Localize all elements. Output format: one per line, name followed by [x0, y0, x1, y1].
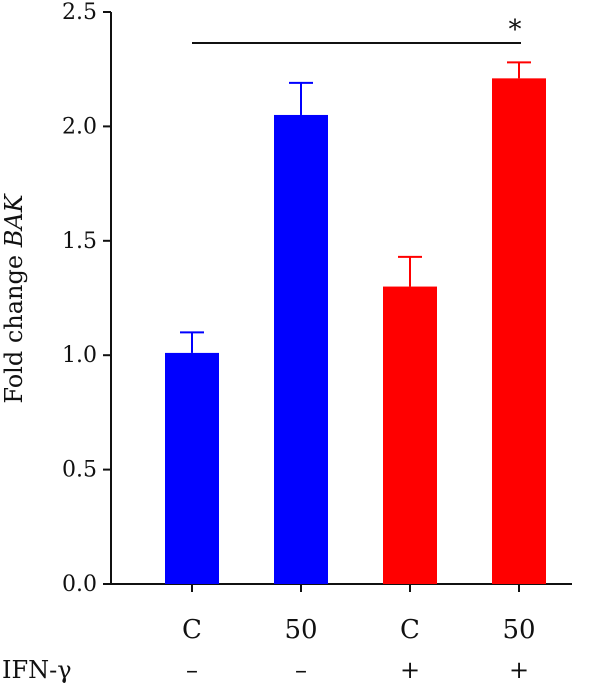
y-tick-label: 2.5	[62, 0, 97, 25]
y-tick-label: 2.0	[62, 114, 97, 139]
ifn-gamma-label: IFN-γ	[2, 656, 72, 684]
y-tick-label: 0.5	[62, 458, 97, 483]
bar	[274, 114, 328, 585]
category-labels: C 50 C 50	[182, 615, 536, 645]
y-axis-title-gene: BAK	[0, 192, 28, 248]
category-label: C	[182, 615, 202, 645]
category-label: 50	[502, 615, 535, 645]
significance-annotation: *	[192, 15, 522, 45]
y-axis-title-text: Fold change	[0, 247, 28, 403]
bars	[165, 78, 546, 585]
y-tick-label: 1.0	[62, 343, 97, 368]
category-label: 50	[284, 615, 317, 645]
error-bars	[180, 61, 531, 353]
category-label: C	[400, 615, 420, 645]
y-ticks: 0.0 0.5 1.0 1.5 2.0 2.5	[62, 0, 520, 597]
bar	[383, 286, 437, 584]
y-tick-label: 0.0	[62, 572, 97, 597]
bar	[492, 78, 546, 585]
ifn-gamma-value: +	[400, 656, 420, 684]
significance-star: *	[509, 15, 522, 45]
y-axis-title: Fold change BAK	[0, 192, 28, 403]
bar	[165, 352, 219, 584]
treatment-row: – – + +	[186, 656, 529, 684]
y-tick-label: 1.5	[62, 229, 97, 254]
ifn-gamma-value: –	[295, 656, 307, 684]
ifn-gamma-value: –	[186, 656, 198, 684]
ifn-gamma-value: +	[509, 656, 529, 684]
